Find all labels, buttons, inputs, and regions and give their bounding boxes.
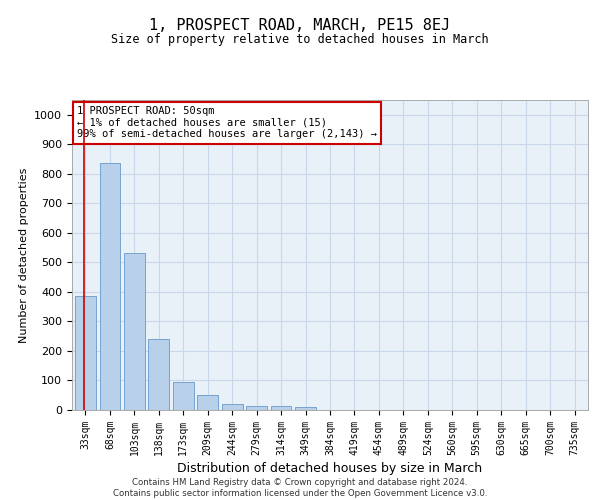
Text: 1 PROSPECT ROAD: 50sqm
← 1% of detached houses are smaller (15)
99% of semi-deta: 1 PROSPECT ROAD: 50sqm ← 1% of detached … [77, 106, 377, 140]
Text: 1, PROSPECT ROAD, MARCH, PE15 8EJ: 1, PROSPECT ROAD, MARCH, PE15 8EJ [149, 18, 451, 32]
Bar [173, 382, 194, 410]
Bar [271, 406, 292, 410]
Bar [222, 404, 242, 410]
Text: Contains HM Land Registry data © Crown copyright and database right 2024.
Contai: Contains HM Land Registry data © Crown c… [113, 478, 487, 498]
Bar [100, 164, 120, 410]
Bar [75, 296, 96, 410]
Bar [246, 406, 267, 410]
X-axis label: Distribution of detached houses by size in March: Distribution of detached houses by size … [178, 462, 482, 475]
Bar [148, 338, 169, 410]
Text: Size of property relative to detached houses in March: Size of property relative to detached ho… [111, 32, 489, 46]
Bar [197, 395, 218, 410]
Bar [124, 252, 145, 410]
Y-axis label: Number of detached properties: Number of detached properties [19, 168, 29, 342]
Bar [295, 407, 316, 410]
